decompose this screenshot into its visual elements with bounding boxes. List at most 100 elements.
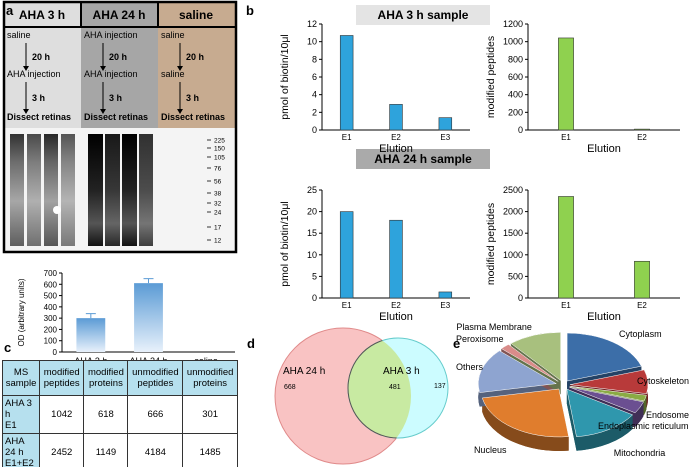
arrow-head	[177, 66, 183, 71]
section-title: AHA 24 h sample	[374, 152, 472, 166]
y-tick-label: 500	[44, 292, 58, 301]
arrow-label: 3 h	[186, 93, 199, 103]
gel-lane	[88, 134, 103, 246]
y-tick-label: 2	[312, 107, 317, 117]
bar	[389, 219, 403, 299]
x-tick-label: E3	[440, 301, 450, 310]
arrow-head	[100, 66, 106, 71]
y-axis-label: modified peptides	[485, 36, 497, 118]
y-tick-label: 25	[307, 185, 317, 195]
bar	[438, 291, 453, 299]
arrow-label: 3 h	[32, 93, 45, 103]
x-tick-label: E1	[342, 301, 352, 310]
pie-slice	[566, 388, 634, 438]
marker-label: 32	[214, 201, 222, 208]
x-tick-label: E1	[561, 301, 571, 310]
table-header: MS sample modified peptides modified pro…	[1, 360, 238, 396]
gel-lane	[27, 134, 41, 246]
gel-lane	[105, 134, 120, 246]
section-title: AHA 3 h sample	[378, 8, 469, 22]
y-tick-label: 20	[307, 207, 317, 217]
y-tick-label: 400	[44, 303, 58, 312]
row-label: AHA 24 h E1+E2	[1, 433, 41, 467]
x-axis-label: Elution	[587, 311, 621, 323]
pie-slice	[510, 332, 561, 381]
y-axis-label: pmol of biotin/10μl	[279, 34, 291, 119]
x-tick-label: E2	[391, 301, 401, 310]
protocol-step: saline	[161, 30, 185, 40]
marker-label: 17	[214, 225, 222, 232]
gel-lane	[44, 134, 58, 246]
y-tick-label: 0	[312, 125, 317, 135]
panel-label: e	[453, 336, 460, 351]
gel-lanes	[10, 134, 153, 246]
arrow-label: 20 h	[109, 52, 127, 62]
cell: 618	[83, 395, 129, 434]
protocol-column-bg	[158, 2, 236, 128]
cell: 1149	[83, 433, 129, 467]
arrow-label: 20 h	[186, 52, 204, 62]
x-tick-label: E2	[637, 133, 647, 142]
bar	[134, 283, 163, 352]
marker-label: 150	[214, 146, 225, 153]
protocol-column-bg	[81, 2, 158, 128]
panel-label: c	[4, 340, 11, 355]
arrow-head	[100, 109, 106, 114]
arrow-label: 20 h	[32, 52, 50, 62]
panel-label: d	[247, 336, 255, 351]
protocol-column-bg	[4, 2, 81, 128]
pie-label: Endosome	[646, 409, 690, 420]
marker-label: 12	[214, 238, 222, 245]
protocol-title: AHA 24 h	[93, 8, 146, 22]
gel-lane	[10, 134, 24, 246]
y-tick-label: 0	[518, 293, 523, 303]
bar	[558, 37, 574, 131]
panel-label: a	[6, 3, 14, 18]
ms-table: MS sample modified peptides modified pro…	[1, 360, 238, 467]
protocol-step: Dissect retinas	[84, 112, 148, 122]
y-tick-label: 500	[508, 271, 523, 281]
venn-label: AHA 3 h	[383, 366, 420, 377]
y-tick-label: 1200	[503, 19, 523, 29]
venn-count: 481	[389, 384, 401, 391]
venn-label: AHA 24 h	[283, 366, 325, 377]
y-tick-label: 15	[307, 228, 317, 238]
gel-spot	[53, 206, 61, 214]
pie-label: Plasma Membrane	[456, 322, 532, 332]
bar	[558, 196, 574, 299]
bar	[634, 260, 650, 299]
y-tick-label: 100	[44, 337, 58, 346]
y-axis-label: modified peptides	[485, 203, 497, 285]
pie-slice	[569, 385, 647, 402]
y-tick-label: 800	[508, 54, 523, 64]
x-tick-label: E1	[342, 133, 352, 142]
y-axis-label: OD (arbitrary units)	[17, 278, 26, 346]
y-tick-label: 400	[508, 90, 523, 100]
protocol-step: Dissect retinas	[7, 112, 71, 122]
cell: 666	[127, 395, 184, 434]
bar	[438, 117, 453, 131]
header-cell: unmodified proteins	[182, 360, 238, 396]
arrow-head	[177, 109, 183, 114]
header-cell: unmodified peptides	[127, 360, 184, 396]
row-label-line: E1+E2	[5, 458, 34, 467]
x-axis-label: Elution	[379, 143, 413, 155]
protocol-step: AHA injection	[84, 69, 138, 79]
venn-count: 137	[434, 383, 446, 390]
cell: 1042	[39, 395, 85, 434]
y-tick-label: 0	[53, 348, 58, 357]
y-tick-label: 300	[44, 314, 58, 323]
arrow-head	[23, 109, 29, 114]
bar	[634, 128, 650, 131]
x-tick-label: E3	[440, 133, 450, 142]
y-tick-label: 600	[44, 280, 58, 289]
pie-slice	[500, 344, 559, 382]
y-tick-label: 600	[508, 72, 523, 82]
bar	[389, 104, 403, 131]
venn: AHA 24 h 668 AHA 3 h 481 137	[274, 327, 449, 465]
header-cell: modified proteins	[83, 360, 129, 396]
pie-label: Nucleus	[473, 445, 507, 456]
protocol-step: Dissect retinas	[161, 112, 225, 122]
